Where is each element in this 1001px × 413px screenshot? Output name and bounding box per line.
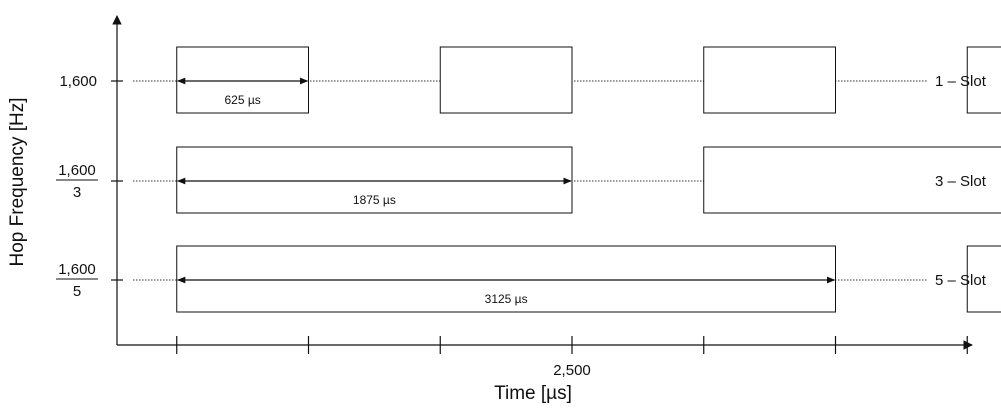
duration-label: 625 µs — [224, 93, 260, 107]
frequency-denominator: 5 — [73, 283, 81, 300]
slot-row: 1875 µs 1,600 3 3 – Slot — [56, 146, 1001, 214]
slot-row: 3125 µs 1,600 5 5 – Slot — [56, 245, 1001, 313]
duration-label: 1875 µs — [353, 193, 396, 207]
x-axis-label: Time [µs] — [494, 383, 572, 404]
x-tick-label: 2,500 — [553, 362, 591, 379]
packet-box — [966, 245, 1001, 313]
frequency-denominator: 3 — [73, 184, 81, 201]
frequency-numerator: 1,600 — [58, 261, 96, 278]
duration-label: 3125 µs — [485, 292, 528, 306]
frequency-numerator: 1,600 — [58, 162, 96, 179]
frequency-label: 1,600 — [59, 73, 97, 90]
slot-label: 3 – Slot — [935, 173, 987, 190]
packet-box — [439, 46, 573, 114]
slot-row: 625 µs 1,600 1 – Slot — [59, 46, 1001, 114]
slot-label: 5 – Slot — [935, 272, 987, 289]
packet-box — [966, 46, 1001, 114]
y-axis-label: Hop Frequency [Hz] — [7, 98, 28, 267]
packet-box — [703, 46, 836, 114]
packet-box — [703, 146, 1001, 214]
slot-label: 1 – Slot — [935, 73, 987, 90]
